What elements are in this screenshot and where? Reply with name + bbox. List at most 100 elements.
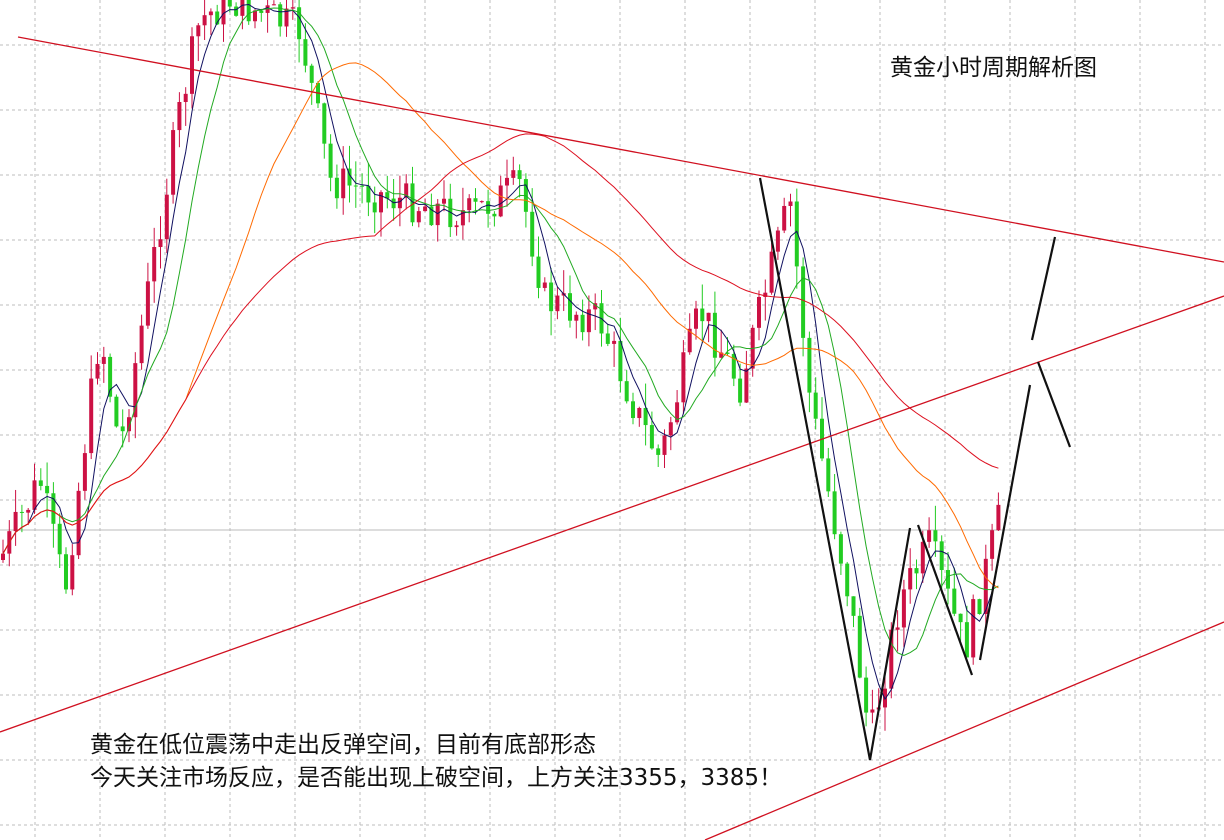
- candle-body: [492, 213, 497, 217]
- w-mid: [916, 524, 974, 676]
- candle-body: [57, 523, 62, 555]
- candle-body: [397, 197, 402, 209]
- moving-averages: [2, 3, 999, 701]
- candle-body: [845, 563, 850, 597]
- candle-body: [347, 168, 352, 186]
- candle-body: [271, 4, 276, 6]
- candle-body: [958, 613, 963, 623]
- candle-body: [889, 629, 894, 689]
- candle-body: [649, 425, 654, 449]
- candle-body: [114, 396, 119, 427]
- candle-body: [618, 340, 623, 382]
- candle-body: [681, 352, 686, 403]
- candle-body: [851, 596, 856, 616]
- candle-body: [341, 168, 346, 199]
- candle-body: [763, 292, 768, 297]
- candle-body: [738, 378, 743, 403]
- candle-body: [108, 356, 113, 397]
- channel-line: [704, 621, 1224, 840]
- candle-body: [712, 312, 717, 358]
- candle-body: [227, 0, 232, 7]
- candle-body: [631, 401, 635, 419]
- candle-body: [782, 205, 787, 231]
- candle-body: [694, 308, 698, 329]
- candle-body: [208, 11, 213, 16]
- candle-body: [593, 303, 598, 310]
- candle-body: [309, 65, 314, 83]
- candle-body: [568, 293, 572, 321]
- w-left: [758, 177, 912, 761]
- candle-body: [253, 10, 257, 22]
- candle-body: [120, 426, 125, 432]
- candle-body: [706, 312, 711, 322]
- candle-body: [927, 530, 932, 542]
- candle-body: [542, 282, 547, 288]
- candle-body: [864, 677, 869, 713]
- candle-body: [353, 185, 358, 187]
- candle-body: [379, 192, 383, 213]
- resistance-line: [17, 36, 1224, 263]
- candle-body: [429, 206, 434, 226]
- candle-body: [473, 198, 478, 202]
- candle-body: [454, 225, 459, 228]
- candle-body: [731, 353, 736, 379]
- annotation: 黄金在低位震荡中走出反弹空间，目前有底部形态: [90, 732, 596, 758]
- candle-body: [971, 599, 976, 658]
- candle-body: [857, 615, 862, 678]
- candle-body: [435, 203, 440, 226]
- candle-body: [775, 230, 780, 252]
- candle-body: [410, 183, 415, 223]
- candle-body: [479, 201, 484, 203]
- projection-up: [1030, 236, 1057, 341]
- candle-body: [196, 25, 201, 37]
- candle-body: [637, 407, 642, 419]
- candle-body: [70, 555, 75, 590]
- candle-body: [1, 553, 5, 560]
- candle-body: [675, 402, 680, 423]
- candle-body: [914, 568, 919, 574]
- candle-body: [240, 0, 245, 16]
- candle-body: [517, 170, 522, 180]
- candle-body: [838, 534, 843, 564]
- candle-body: [190, 36, 194, 94]
- candle-body: [303, 39, 308, 66]
- candle-body: [901, 589, 906, 628]
- candle-body: [297, 7, 302, 40]
- candle-body: [801, 266, 806, 338]
- candle-body: [983, 558, 988, 615]
- candle-body: [939, 541, 944, 571]
- projection-down: [1036, 361, 1072, 448]
- candle-body: [757, 296, 761, 328]
- candle-body: [832, 491, 837, 535]
- candle-body: [605, 333, 610, 344]
- candle-body: [460, 210, 465, 226]
- candle-body: [95, 363, 100, 379]
- candle-body: [719, 352, 724, 358]
- candle-body: [183, 93, 188, 103]
- candle-body: [530, 211, 535, 257]
- candle-body: [423, 206, 428, 212]
- candle-body: [372, 202, 377, 213]
- candle-body: [19, 511, 24, 513]
- candle-body: [769, 251, 774, 293]
- candle-body: [13, 511, 18, 532]
- moving-average: [2, 3, 999, 701]
- candle-body: [215, 11, 220, 25]
- candle-body: [580, 314, 585, 333]
- candle-body: [586, 309, 591, 333]
- candle-body: [404, 183, 409, 198]
- candle-body: [202, 15, 207, 26]
- candle-body: [744, 368, 749, 403]
- candle-body: [933, 530, 938, 542]
- candle-body: [624, 381, 629, 402]
- candle-body: [416, 211, 421, 223]
- candle-body: [977, 599, 982, 615]
- candle-body: [662, 435, 667, 455]
- candle-body: [139, 325, 144, 364]
- candle-body: [89, 378, 94, 454]
- candle-body: [725, 352, 730, 354]
- candle-body: [920, 541, 925, 574]
- candle-body: [360, 185, 365, 187]
